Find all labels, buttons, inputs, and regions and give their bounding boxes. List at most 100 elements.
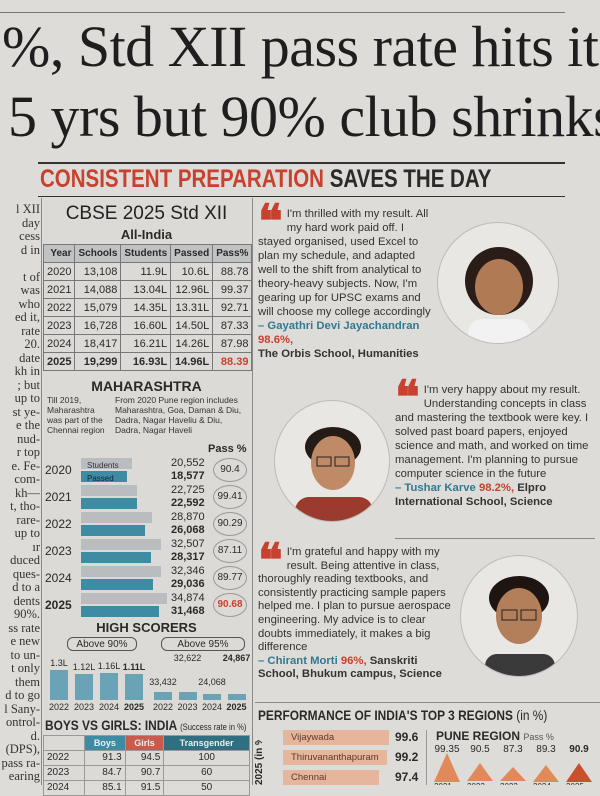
above-95-bar bbox=[154, 692, 172, 700]
students-value: 22,725 bbox=[171, 484, 205, 496]
article-text-line: date bbox=[19, 350, 40, 365]
students-bar bbox=[81, 485, 138, 496]
above-90-pill: Above 90% bbox=[67, 637, 137, 651]
maharashtra-note-2: From 2020 Pune region includes Maharasht… bbox=[115, 395, 242, 435]
above-90-label: 1.16L bbox=[97, 661, 121, 672]
article-text-line: earing bbox=[8, 769, 40, 783]
table-row: 2022 15,079 14.35L 13.31L 92.71 bbox=[42, 298, 253, 317]
table-cell: 2020 bbox=[42, 262, 76, 281]
column-header: Passed bbox=[170, 244, 214, 263]
table-cell: 16,728 bbox=[74, 316, 122, 335]
table-cell: 16.21L bbox=[120, 334, 172, 353]
high-scorers-title: HIGH SCORERS bbox=[96, 620, 197, 635]
students-bar: Students bbox=[81, 458, 132, 469]
table-cell: 13.04L bbox=[120, 280, 172, 299]
banner-rule-bottom bbox=[38, 196, 565, 197]
quote-author: – Gayathri Devi Jayachandran bbox=[258, 320, 420, 332]
above-90-label: 1.11L bbox=[122, 662, 146, 673]
article-text-line: l XII bbox=[16, 203, 40, 216]
article-text-line bbox=[0, 257, 40, 271]
table-cell: 84.7 bbox=[84, 765, 126, 781]
quote-text: I'm thrilled with my result. All my hard… bbox=[258, 208, 431, 318]
above-90-bar bbox=[125, 674, 143, 700]
year-label: 2023 bbox=[45, 544, 72, 558]
passed-value: 28,317 bbox=[171, 551, 205, 563]
column-header: Students bbox=[120, 244, 172, 263]
quote-mark-icon: ❝ bbox=[258, 196, 283, 247]
quote-mark-icon: ❝ bbox=[395, 372, 420, 423]
pune-unit: Pass % bbox=[523, 732, 554, 742]
table-row: 2024 18,417 16.21L 14.26L 87.98 bbox=[42, 334, 253, 353]
regions-title-text: PERFORMANCE OF INDIA'S TOP 3 REGIONS bbox=[258, 707, 513, 723]
table-cell: 16.60L bbox=[120, 316, 172, 335]
table-cell: 13,108 bbox=[74, 262, 122, 281]
above-90-year: 2022 bbox=[48, 702, 70, 712]
pune-triangle bbox=[434, 752, 460, 782]
cbse-title: CBSE 2025 Std XII bbox=[65, 203, 228, 224]
article-text-line: up to bbox=[14, 391, 40, 405]
pune-triangle bbox=[467, 763, 493, 782]
pune-value: 89.3 bbox=[536, 744, 556, 755]
article-text-line: com- bbox=[14, 472, 40, 486]
regions-title: PERFORMANCE OF INDIA'S TOP 3 REGIONS (in… bbox=[258, 707, 547, 723]
article-text-line: cess bbox=[19, 229, 40, 243]
above-90-label: 1.12L bbox=[72, 662, 96, 673]
article-text-line: t only bbox=[11, 661, 40, 675]
table-cell: 88.39 bbox=[212, 352, 253, 371]
regions-side-label: 2025 (in %) bbox=[254, 740, 265, 785]
regions-rule bbox=[255, 702, 600, 703]
passed-value: 31,468 bbox=[171, 605, 205, 617]
quote-score: 98.6%, bbox=[258, 334, 294, 346]
top-rule bbox=[0, 12, 565, 13]
table-cell: 90.7 bbox=[124, 765, 165, 781]
passed-bar bbox=[81, 525, 146, 536]
table-cell: 2024 bbox=[42, 334, 76, 353]
pune-year: 2023 bbox=[500, 782, 518, 785]
pass-percent-circle: 90.68 bbox=[213, 593, 247, 617]
pass-percent-header: Pass % bbox=[208, 443, 247, 455]
table-cell: 99.37 bbox=[212, 280, 253, 299]
above-90-bar bbox=[100, 673, 118, 700]
students-value: 32,507 bbox=[171, 538, 205, 550]
pune-region-title: PUNE REGION Pass % bbox=[436, 729, 554, 744]
above-95-label: 24,068 bbox=[198, 677, 226, 687]
above-95-bar bbox=[178, 692, 197, 700]
region-value: 97.4 bbox=[395, 770, 419, 784]
table-row: 2023 16,728 16.60L 14.50L 87.33 bbox=[42, 316, 253, 335]
infographic-panel: CBSE 2025 Std XII All-India Year Schools S… bbox=[42, 200, 253, 796]
article-text-line: l Sany- bbox=[4, 701, 40, 716]
table-cell: 10.6L bbox=[170, 262, 214, 281]
quote-text: I'm very happy about my result. Understa… bbox=[395, 384, 589, 480]
above-90-bar bbox=[50, 670, 68, 700]
passed-value: 18,577 bbox=[171, 470, 205, 482]
table-row: 2024 85.1 91.5 50 bbox=[42, 780, 250, 796]
year-label: 2021 bbox=[45, 490, 72, 504]
empty-header bbox=[42, 735, 86, 751]
article-text-line: dents bbox=[13, 593, 40, 608]
pune-year: 2024 bbox=[533, 782, 551, 785]
legend-passed: Passed bbox=[87, 474, 114, 482]
article-text-line: (DPS), bbox=[5, 742, 40, 756]
students-bar bbox=[81, 593, 167, 604]
table-cell: 91.5 bbox=[124, 780, 165, 796]
above-95-label: 33,432 bbox=[149, 677, 177, 687]
article-text-line: rate bbox=[21, 323, 40, 338]
table-cell: 16.93L bbox=[120, 352, 172, 371]
article-text-line: ed it, bbox=[15, 310, 40, 324]
article-text-line: rare- bbox=[16, 512, 40, 527]
table-cell: 14.26L bbox=[170, 334, 214, 353]
pune-triangle bbox=[500, 767, 526, 782]
pune-value: 99.35 bbox=[434, 744, 460, 755]
table-row: 2025 19,299 16.93L 14.96L 88.39 bbox=[42, 352, 253, 371]
region-value: 99.6 bbox=[395, 730, 419, 744]
article-text-line: pass ra- bbox=[1, 755, 40, 770]
table-cell: 88.78 bbox=[212, 262, 253, 281]
section-banner: CONSISTENT PREPARATION SAVES THE DAY bbox=[40, 165, 491, 194]
students-value: 32,346 bbox=[171, 565, 205, 577]
table-header-row: Year Schools Students Passed Pass% bbox=[42, 244, 253, 263]
above-95-label: 32,622 bbox=[173, 653, 202, 663]
table-row: 2021 14,088 13.04L 12.96L 99.37 bbox=[42, 280, 253, 299]
boys-girls-title-text: BOYS VS GIRLS: INDIA bbox=[45, 717, 177, 733]
table-cell: 2022 bbox=[42, 750, 86, 766]
cbse-table: Year Schools Students Passed Pass% 2020 13,108… bbox=[42, 244, 253, 371]
